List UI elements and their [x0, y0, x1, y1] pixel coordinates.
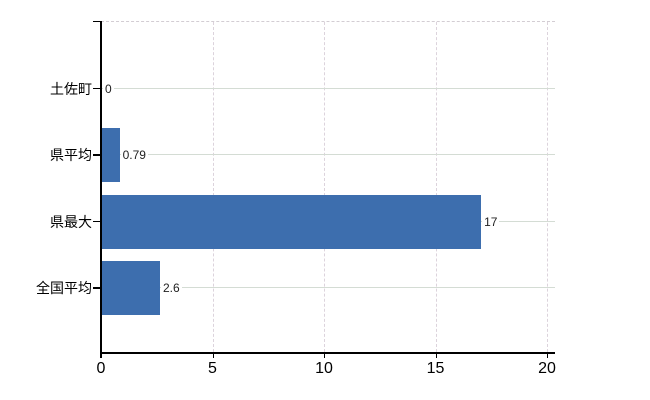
- category-gridline: [101, 287, 555, 289]
- category-label: 全国平均: [36, 280, 92, 296]
- x-gridline: [435, 22, 437, 352]
- y-axis-tick: [93, 87, 101, 90]
- category-gridline: [101, 154, 555, 156]
- x-tick-label: 0: [96, 360, 106, 377]
- x-axis-tick: [547, 352, 549, 358]
- y-axis-top-tick: [93, 21, 101, 23]
- x-axis-tick: [324, 352, 326, 358]
- bar-value-label: 17: [482, 213, 500, 230]
- x-gridline: [212, 22, 214, 352]
- bar-value-label: 0.79: [120, 147, 148, 163]
- bar-value-label: 0: [103, 80, 114, 97]
- category-label: 県平均: [50, 147, 92, 163]
- bar-value-label: 2.6: [160, 280, 182, 296]
- bar: [102, 194, 482, 249]
- x-gridline: [324, 22, 325, 352]
- y-axis-tick: [93, 287, 101, 289]
- y-axis: [100, 21, 102, 358]
- category-label: 県最大: [50, 213, 92, 230]
- bar: [102, 261, 160, 315]
- bar: [102, 128, 120, 182]
- x-axis-tick: [435, 352, 437, 358]
- y-axis-tick: [93, 154, 101, 156]
- x-tick-label: 20: [538, 360, 556, 377]
- x-tick-label: 5: [208, 360, 217, 377]
- x-axis-tick: [212, 352, 214, 358]
- category-label: 土佐町: [50, 80, 92, 97]
- x-tick-label: 15: [426, 360, 445, 377]
- x-axis: [100, 352, 555, 354]
- plot-top-border: [101, 21, 555, 22]
- x-gridline: [547, 22, 548, 352]
- y-axis-tick: [93, 220, 101, 223]
- x-tick-label: 10: [315, 360, 333, 377]
- category-gridline: [101, 87, 555, 89]
